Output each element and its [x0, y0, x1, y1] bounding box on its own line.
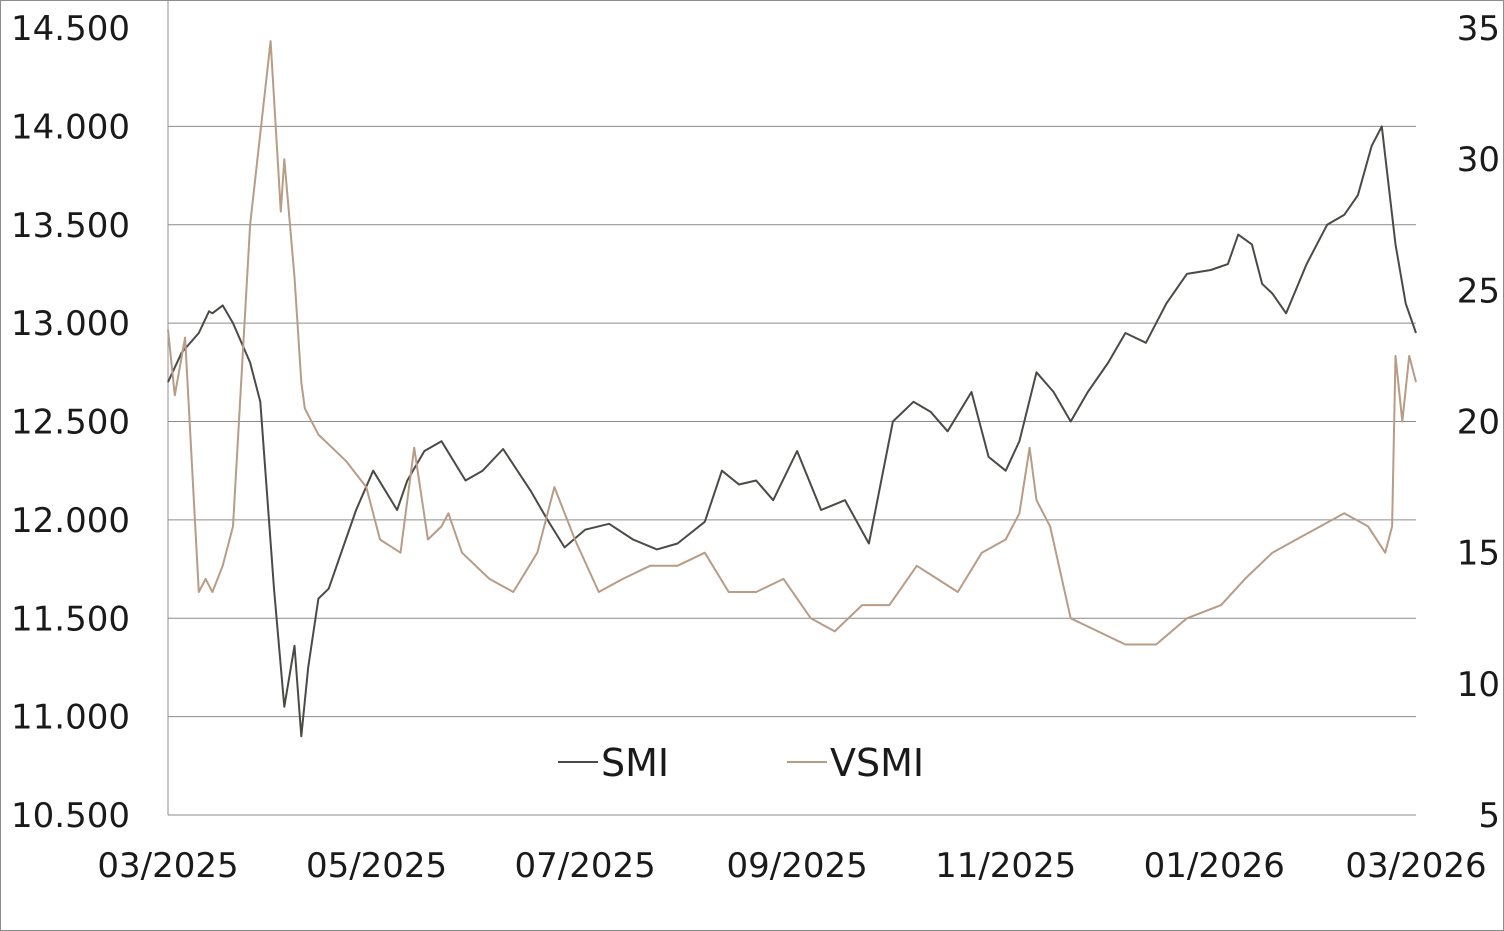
- y-left-tick-label: 11.000: [11, 698, 130, 738]
- series-line-smi: [167, 125, 1417, 738]
- x-tick-label: 05/2025: [306, 846, 447, 886]
- y-right-tick-label: 20: [1457, 403, 1500, 443]
- y-right-tick-label: 35: [1457, 9, 1500, 49]
- y-left-tick-label: 14.500: [11, 9, 130, 49]
- x-tick-label: 11/2025: [935, 846, 1076, 886]
- y-left-tick-label: 14.000: [11, 107, 130, 147]
- y-left-tick-label: 13.000: [11, 304, 130, 344]
- y-left-tick-label: 13.500: [11, 206, 130, 246]
- y-left-tick-label: 10.500: [11, 796, 130, 836]
- legend: SMI VSMI: [558, 741, 924, 785]
- x-tick-label: 03/2026: [1345, 846, 1486, 886]
- y-left-tick-label: 11.500: [11, 599, 130, 639]
- y-left-tick-label: 12.000: [11, 501, 130, 541]
- axis-labels: 10.500 11.000 11.500 12.000 12.500 13.000 13.5…: [11, 9, 1500, 886]
- series-lines: [167, 40, 1417, 738]
- series-line-vsmi: [167, 40, 1417, 646]
- x-tick-label: 07/2025: [515, 846, 656, 886]
- x-tick-label: 03/2025: [97, 846, 238, 886]
- y-left-tick-label: 12.500: [11, 403, 130, 443]
- x-tick-label: 09/2025: [727, 846, 868, 886]
- x-tick-label: 01/2026: [1144, 846, 1285, 886]
- y-right-tick-label: 10: [1457, 665, 1500, 705]
- legend-label-vsmi: VSMI: [830, 741, 924, 785]
- y-right-tick-label: 30: [1457, 140, 1500, 180]
- y-right-tick-label: 15: [1457, 534, 1500, 574]
- y-right-tick-label: 5: [1478, 796, 1500, 836]
- legend-label-smi: SMI: [601, 741, 669, 785]
- y-right-tick-label: 25: [1457, 271, 1500, 311]
- gridlines: [167, 0, 1416, 816]
